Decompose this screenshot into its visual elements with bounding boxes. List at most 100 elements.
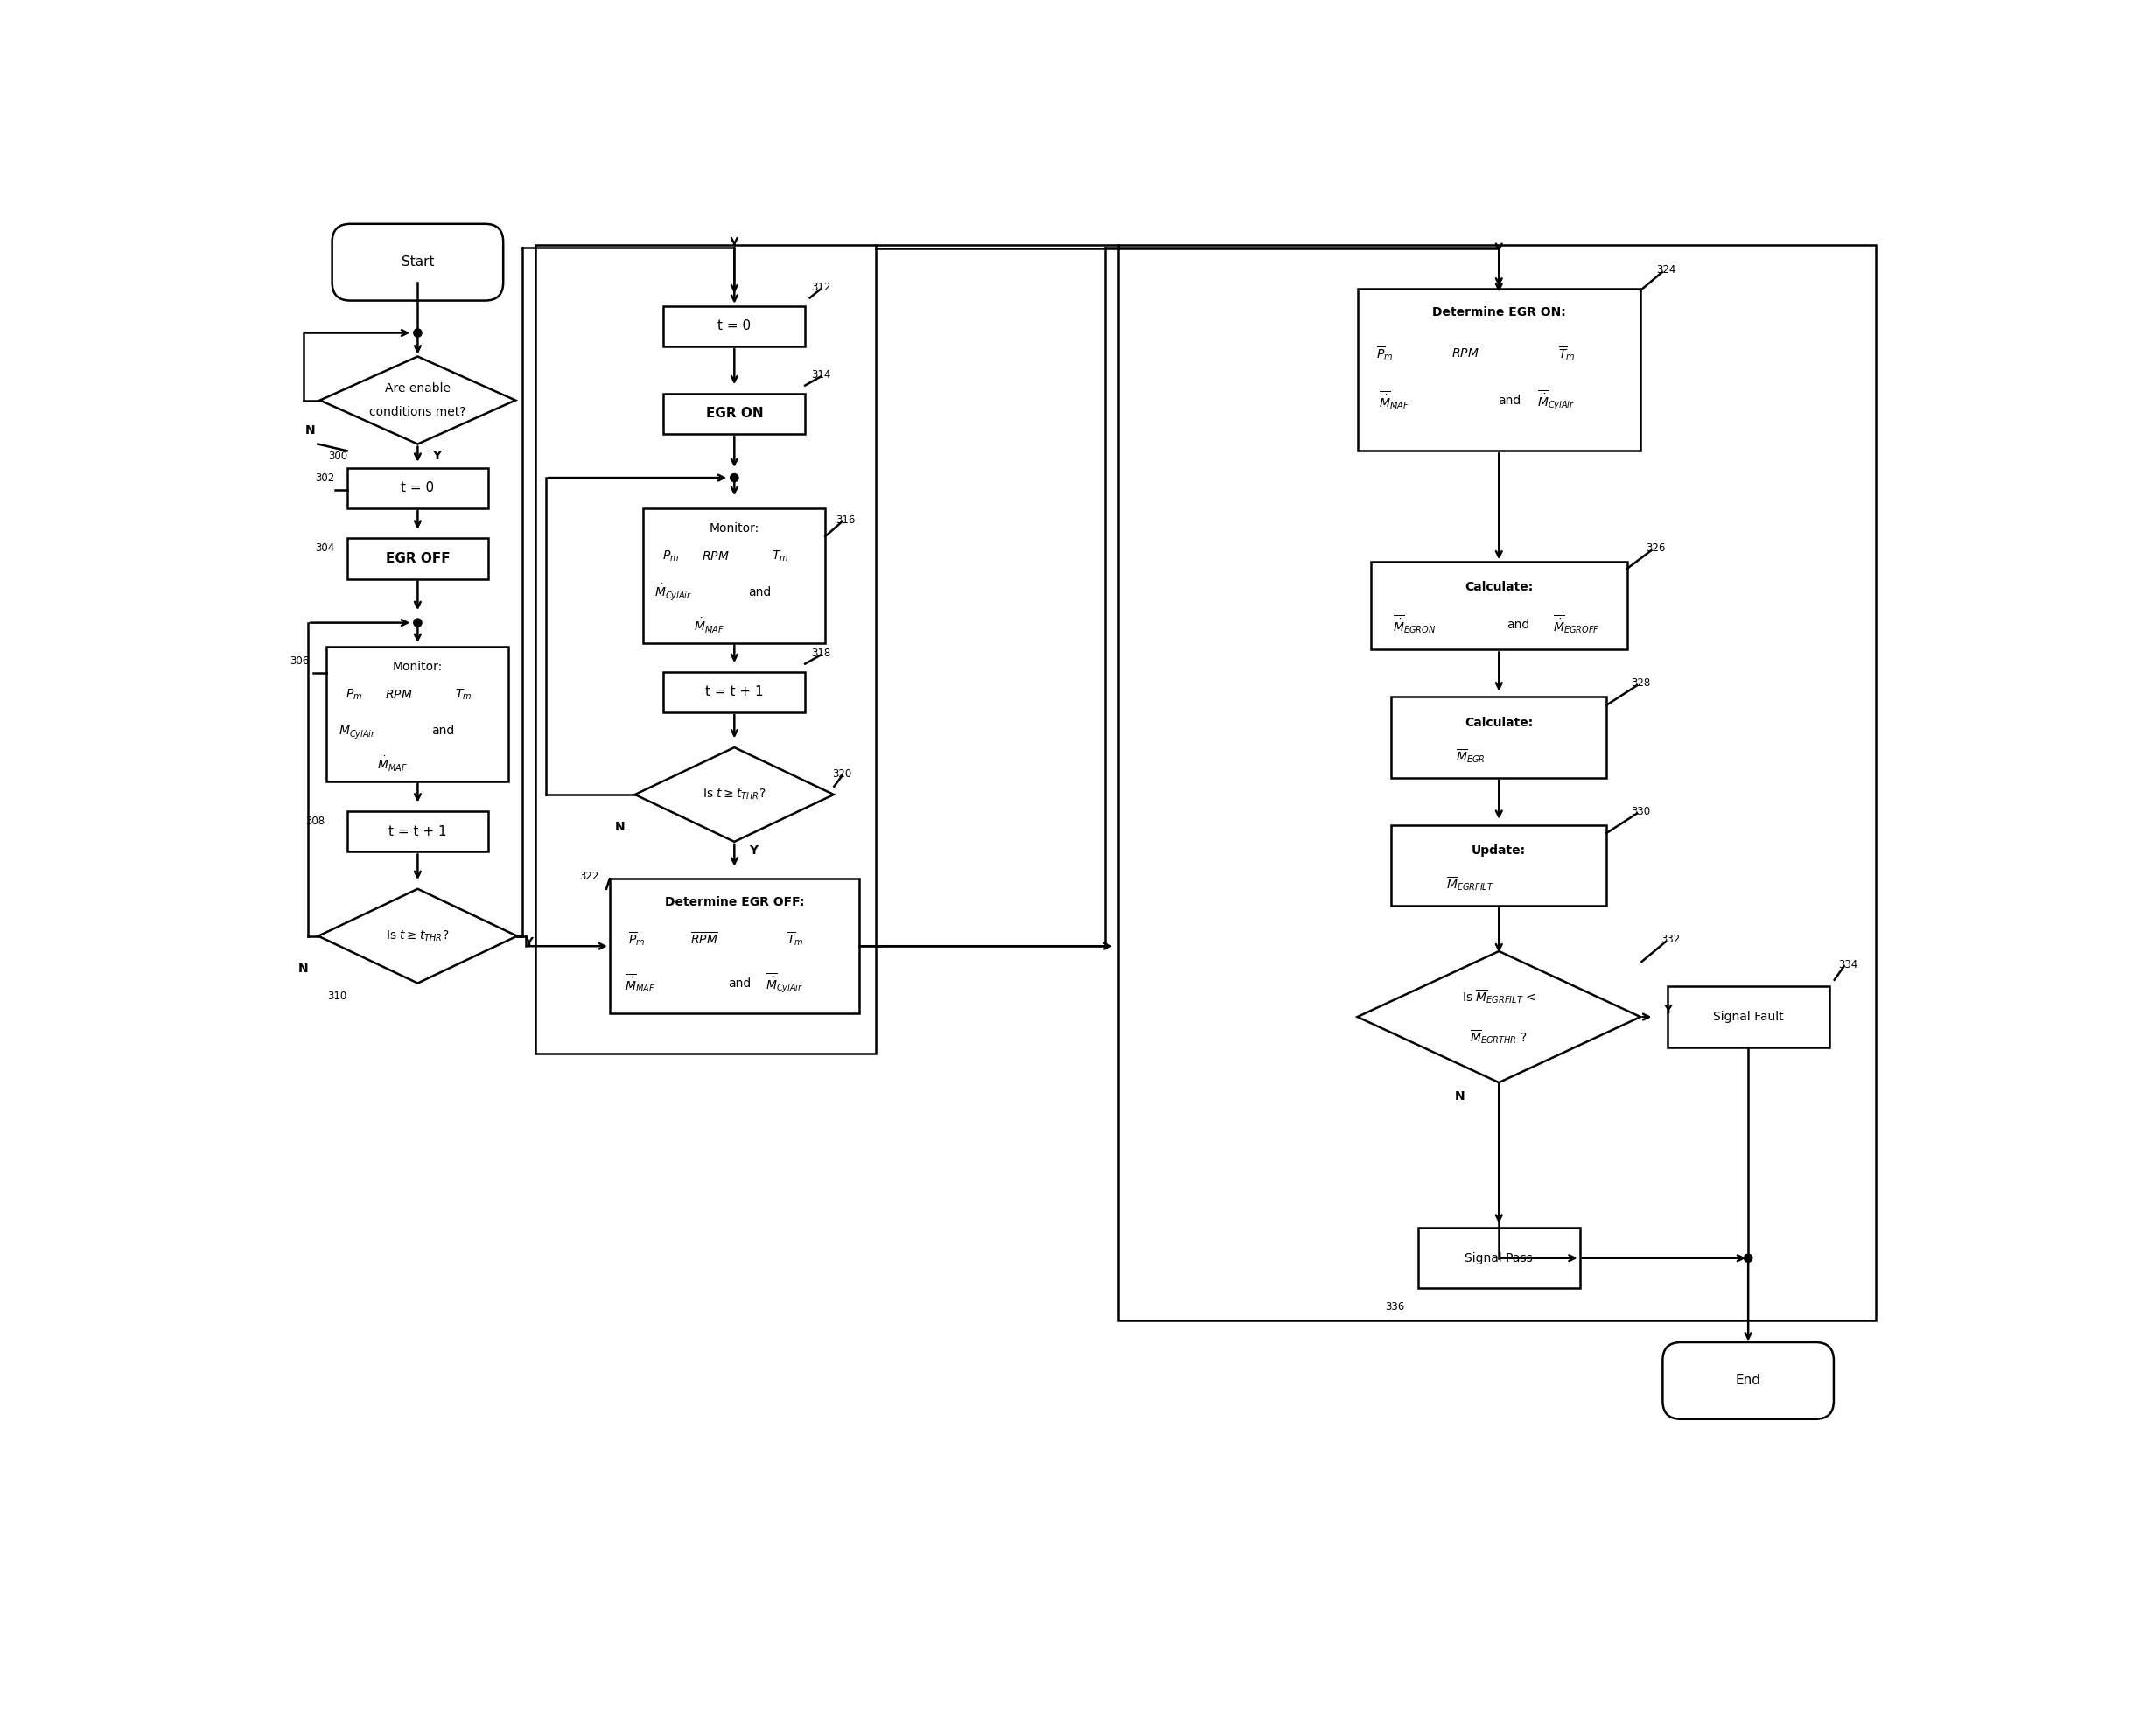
Text: Calculate:: Calculate:	[1464, 582, 1532, 594]
Text: $\overline{\mathit{RPM}}$: $\overline{\mathit{RPM}}$	[689, 930, 719, 948]
Text: 318: 318	[811, 648, 830, 658]
Text: $\overline{\dot{M}}_{MAF}$: $\overline{\dot{M}}_{MAF}$	[1380, 389, 1410, 411]
Text: $\overline{T}_m$: $\overline{T}_m$	[1558, 344, 1575, 361]
Text: $\mathit{RPM}$: $\mathit{RPM}$	[702, 550, 730, 562]
Bar	[644, 509, 826, 642]
Text: $\dot{M}_{CylAir}$: $\dot{M}_{CylAir}$	[338, 720, 377, 741]
Text: $\overline{P}_m$: $\overline{P}_m$	[629, 930, 644, 948]
Text: Is $t \geq t_{THR}$?: Is $t \geq t_{THR}$?	[702, 788, 766, 802]
Text: Monitor:: Monitor:	[708, 523, 760, 535]
Text: and: and	[1507, 618, 1530, 630]
Bar	[535, 245, 875, 1054]
Bar	[1357, 290, 1641, 451]
Text: 330: 330	[1631, 806, 1650, 818]
Text: 322: 322	[580, 871, 599, 882]
Text: $\dot{M}_{CylAir}$: $\dot{M}_{CylAir}$	[655, 582, 693, 602]
Text: $\overline{\mathit{RPM}}$: $\overline{\mathit{RPM}}$	[1451, 345, 1479, 361]
Text: 324: 324	[1656, 264, 1676, 276]
Circle shape	[413, 618, 422, 627]
Circle shape	[1744, 1253, 1753, 1262]
Text: 314: 314	[811, 370, 830, 380]
Text: 332: 332	[1661, 934, 1680, 944]
Text: 300: 300	[330, 451, 349, 462]
Text: t = t + 1: t = t + 1	[389, 825, 447, 838]
Text: $\overline{M}_{EGRTHR}$ ?: $\overline{M}_{EGRTHR}$ ?	[1470, 1028, 1528, 1045]
Text: $\overline{\dot{M}}_{CylAir}$: $\overline{\dot{M}}_{CylAir}$	[766, 972, 805, 995]
Text: 304: 304	[315, 543, 334, 554]
Text: 302: 302	[315, 472, 334, 484]
Text: 312: 312	[811, 281, 830, 293]
Text: t = 0: t = 0	[400, 481, 434, 495]
Text: N: N	[297, 962, 308, 974]
Text: 320: 320	[832, 769, 852, 779]
Text: Update:: Update:	[1472, 844, 1526, 856]
Text: and: and	[728, 977, 751, 990]
Text: $\overline{P}_m$: $\overline{P}_m$	[1376, 344, 1393, 361]
Bar	[347, 467, 488, 509]
FancyBboxPatch shape	[1663, 1342, 1834, 1418]
Circle shape	[413, 328, 422, 337]
Text: $\dot{M}_{MAF}$: $\dot{M}_{MAF}$	[693, 616, 723, 635]
Text: Calculate:: Calculate:	[1464, 717, 1532, 729]
Polygon shape	[319, 889, 518, 983]
Text: 326: 326	[1646, 543, 1665, 554]
Text: Monitor:: Monitor:	[392, 660, 443, 672]
Text: $\dot{M}_{MAF}$: $\dot{M}_{MAF}$	[377, 755, 407, 774]
Text: $\overline{\dot{M}}_{MAF}$: $\overline{\dot{M}}_{MAF}$	[625, 972, 655, 995]
Text: 306: 306	[291, 656, 310, 667]
Text: N: N	[304, 425, 315, 437]
Bar	[663, 306, 805, 347]
Text: Y: Y	[1663, 1003, 1671, 1016]
Text: 310: 310	[327, 991, 347, 1002]
Text: $P_m$: $P_m$	[661, 550, 678, 564]
Text: $T_m$: $T_m$	[773, 550, 788, 564]
Text: $T_m$: $T_m$	[456, 687, 473, 701]
Polygon shape	[321, 356, 516, 444]
Text: End: End	[1736, 1375, 1761, 1387]
Text: t = 0: t = 0	[717, 319, 751, 333]
Text: Signal Pass: Signal Pass	[1466, 1252, 1532, 1264]
Bar	[663, 672, 805, 712]
Text: $\mathit{RPM}$: $\mathit{RPM}$	[385, 689, 413, 701]
Text: 316: 316	[837, 514, 856, 526]
Text: $\overline{T}_m$: $\overline{T}_m$	[785, 930, 802, 948]
Text: N: N	[1455, 1090, 1466, 1102]
Bar	[327, 646, 509, 781]
Bar	[347, 811, 488, 852]
Text: $\overline{M}_{EGR}$: $\overline{M}_{EGR}$	[1455, 748, 1485, 766]
Text: Is $t \geq t_{THR}$?: Is $t \geq t_{THR}$?	[385, 929, 449, 943]
Polygon shape	[636, 746, 835, 842]
Bar	[1667, 986, 1830, 1047]
Text: $\overline{M}_{EGRFILT}$: $\overline{M}_{EGRFILT}$	[1447, 875, 1494, 892]
Bar	[1419, 1227, 1579, 1288]
Bar	[1119, 245, 1877, 1319]
Circle shape	[730, 474, 738, 483]
Text: Are enable: Are enable	[385, 382, 452, 394]
Polygon shape	[1357, 951, 1641, 1083]
FancyBboxPatch shape	[332, 224, 503, 300]
Text: Signal Fault: Signal Fault	[1712, 1010, 1783, 1023]
Text: and: and	[432, 724, 456, 736]
Text: Y: Y	[432, 450, 441, 462]
Bar	[610, 878, 858, 1014]
Bar	[347, 538, 488, 578]
Text: Y: Y	[749, 844, 758, 856]
Text: Determine EGR ON:: Determine EGR ON:	[1432, 307, 1566, 319]
Text: Is $\overline{M}_{EGRFILT}$ <: Is $\overline{M}_{EGRFILT}$ <	[1462, 988, 1537, 1005]
Text: t = t + 1: t = t + 1	[706, 686, 764, 698]
Text: 336: 336	[1385, 1300, 1404, 1312]
Text: 328: 328	[1631, 677, 1650, 689]
Text: 308: 308	[306, 816, 325, 826]
Bar	[1391, 825, 1607, 906]
Text: Determine EGR OFF:: Determine EGR OFF:	[666, 896, 805, 908]
Text: $P_m$: $P_m$	[345, 687, 362, 701]
Bar	[663, 394, 805, 434]
Text: 334: 334	[1838, 958, 1858, 970]
Text: EGR OFF: EGR OFF	[385, 552, 449, 566]
Bar	[1391, 696, 1607, 778]
Text: $\overline{\dot{M}}_{CylAir}$: $\overline{\dot{M}}_{CylAir}$	[1537, 389, 1575, 411]
Text: Start: Start	[402, 255, 434, 269]
Text: $\overline{\dot{M}}_{EGROFF}$: $\overline{\dot{M}}_{EGROFF}$	[1554, 615, 1601, 635]
Text: and: and	[1498, 394, 1522, 406]
Text: Y: Y	[524, 937, 533, 950]
